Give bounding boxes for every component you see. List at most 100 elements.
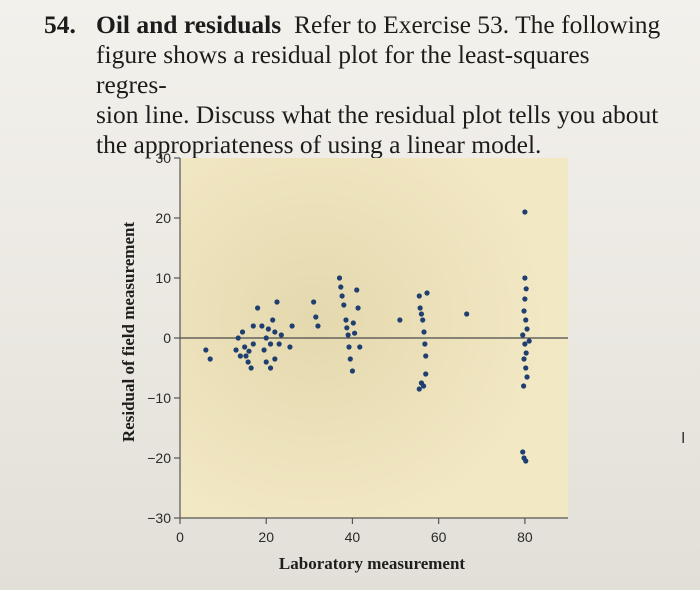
data-point bbox=[263, 335, 269, 341]
data-point bbox=[339, 293, 345, 299]
data-point bbox=[207, 356, 213, 362]
data-point bbox=[423, 353, 429, 359]
data-point bbox=[420, 317, 426, 323]
data-point bbox=[357, 344, 363, 350]
data-point bbox=[526, 338, 532, 344]
data-point bbox=[520, 383, 527, 389]
data-point bbox=[416, 293, 422, 299]
data-point bbox=[341, 302, 347, 308]
data-point bbox=[424, 290, 430, 296]
data-point bbox=[350, 320, 356, 326]
data-point bbox=[315, 323, 321, 329]
data-point bbox=[524, 374, 530, 380]
data-point bbox=[276, 341, 282, 347]
data-point bbox=[311, 299, 317, 305]
y-axis-title: Residual of field measurement bbox=[119, 222, 138, 443]
data-point bbox=[261, 347, 267, 353]
text-cursor-icon: I bbox=[681, 429, 686, 447]
data-point bbox=[352, 330, 358, 336]
data-point bbox=[420, 383, 427, 389]
data-point bbox=[239, 329, 246, 335]
data-point bbox=[233, 347, 239, 353]
data-point bbox=[250, 341, 256, 347]
x-tick-label: 0 bbox=[176, 529, 184, 545]
x-axis-ticks: 0 20 40 60 80 bbox=[176, 518, 533, 545]
data-point bbox=[255, 305, 261, 311]
data-point bbox=[522, 209, 528, 215]
x-axis-title: Laboratory measurement bbox=[279, 554, 466, 573]
data-point bbox=[523, 317, 529, 323]
data-point bbox=[263, 359, 269, 365]
y-tick-label: 0 bbox=[163, 330, 171, 346]
data-point bbox=[524, 326, 530, 332]
y-tick-label: −10 bbox=[147, 390, 171, 406]
exercise-text-line-1: Refer to Exercise 53. The following bbox=[293, 10, 661, 39]
y-axis-ticks: 30 20 10 0 −10 −20 −30 bbox=[147, 150, 180, 526]
data-point bbox=[203, 347, 209, 353]
data-point bbox=[344, 325, 350, 331]
y-tick-label: 30 bbox=[155, 150, 171, 166]
data-point bbox=[346, 344, 352, 350]
data-point bbox=[237, 353, 243, 359]
y-tick-label: −30 bbox=[147, 510, 171, 526]
exercise-text-line-3: sion line. Discuss what the residual plo… bbox=[96, 100, 659, 129]
data-point bbox=[521, 356, 527, 362]
data-point bbox=[338, 284, 344, 290]
data-point bbox=[355, 305, 361, 311]
data-point bbox=[523, 365, 529, 371]
data-point bbox=[522, 341, 528, 347]
data-point bbox=[248, 365, 254, 371]
y-tick-label: 20 bbox=[155, 210, 171, 226]
y-tick-label: −20 bbox=[147, 450, 171, 466]
data-point bbox=[243, 353, 249, 359]
exercise-text-line-4: the appropriateness of using a linear mo… bbox=[96, 130, 542, 159]
data-point bbox=[250, 323, 256, 329]
data-point bbox=[523, 350, 529, 356]
data-point bbox=[274, 299, 280, 305]
data-point bbox=[523, 286, 529, 292]
data-point bbox=[464, 311, 470, 317]
data-point bbox=[278, 332, 284, 338]
data-point bbox=[520, 332, 526, 338]
data-point bbox=[343, 317, 349, 323]
data-point bbox=[235, 335, 241, 341]
data-point bbox=[347, 356, 353, 362]
data-point bbox=[272, 329, 278, 335]
data-point bbox=[336, 275, 343, 281]
data-point bbox=[416, 386, 422, 392]
data-point bbox=[397, 317, 403, 323]
data-point bbox=[345, 332, 351, 338]
exercise-line-1: Oil and residuals Refer to Exercise 53. … bbox=[96, 10, 664, 40]
data-point bbox=[246, 348, 252, 354]
data-point bbox=[313, 314, 319, 320]
data-point bbox=[418, 311, 425, 317]
data-point bbox=[417, 305, 423, 311]
data-point bbox=[289, 323, 295, 329]
x-tick-label: 80 bbox=[517, 529, 533, 545]
data-point bbox=[354, 287, 360, 293]
exercise-title: Oil and residuals bbox=[96, 10, 282, 39]
exercise-body: Oil and residuals Refer to Exercise 53. … bbox=[96, 10, 664, 160]
data-point bbox=[523, 458, 529, 464]
data-point bbox=[520, 449, 526, 455]
data-point bbox=[423, 371, 429, 377]
data-point bbox=[245, 359, 251, 365]
data-point bbox=[259, 323, 265, 329]
data-point bbox=[522, 296, 528, 302]
data-point bbox=[267, 341, 274, 347]
exercise-number: 54. bbox=[44, 10, 76, 39]
data-point bbox=[270, 317, 276, 323]
data-point bbox=[522, 275, 528, 281]
x-tick-label: 40 bbox=[345, 529, 361, 545]
data-point bbox=[242, 344, 248, 350]
data-point bbox=[349, 368, 356, 374]
data-point bbox=[267, 365, 274, 371]
y-tick-label: 10 bbox=[155, 270, 171, 286]
residual-points bbox=[203, 209, 532, 464]
exercise-text-line-2: figure shows a residual plot for the lea… bbox=[96, 40, 590, 99]
data-point bbox=[422, 341, 428, 347]
data-point bbox=[421, 329, 427, 335]
x-tick-label: 60 bbox=[431, 529, 447, 545]
data-point bbox=[265, 326, 271, 332]
